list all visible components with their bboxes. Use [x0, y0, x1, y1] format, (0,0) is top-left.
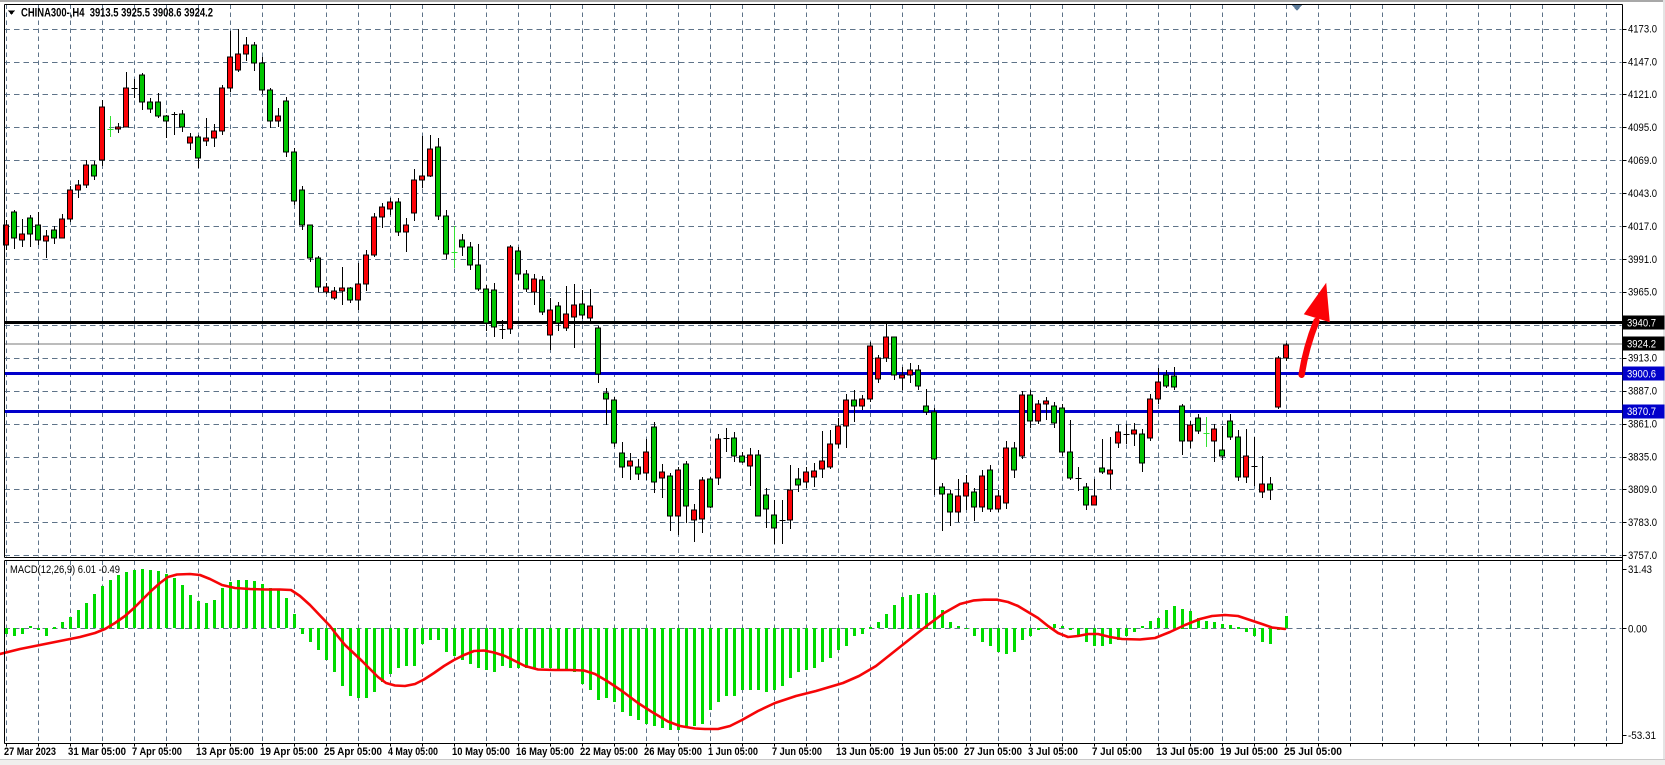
svg-text:25 Apr 05:00: 25 Apr 05:00: [324, 746, 382, 758]
svg-text:1 Jun 05:00: 1 Jun 05:00: [708, 746, 758, 758]
svg-text:3900.6: 3900.6: [1627, 368, 1656, 380]
svg-text:3783.0: 3783.0: [1628, 517, 1657, 529]
svg-text:31 Mar 05:00: 31 Mar 05:00: [68, 746, 126, 758]
svg-text:27 Mar 2023: 27 Mar 2023: [4, 746, 56, 758]
svg-text:4069.0: 4069.0: [1628, 155, 1657, 167]
svg-text:3887.0: 3887.0: [1628, 386, 1657, 398]
svg-text:4 May 05:00: 4 May 05:00: [388, 746, 438, 758]
svg-text:22 May 05:00: 22 May 05:00: [580, 746, 638, 758]
svg-text:4147.0: 4147.0: [1628, 56, 1657, 68]
svg-text:3757.0: 3757.0: [1628, 550, 1657, 562]
svg-text:3913.0: 3913.0: [1628, 353, 1657, 365]
svg-text:3835.0: 3835.0: [1628, 451, 1657, 463]
svg-text:27 Jun 05:00: 27 Jun 05:00: [964, 746, 1022, 758]
svg-text:7 Jul 05:00: 7 Jul 05:00: [1092, 746, 1142, 758]
svg-text:7 Jun 05:00: 7 Jun 05:00: [772, 746, 822, 758]
svg-text:25 Jul 05:00: 25 Jul 05:00: [1284, 746, 1342, 758]
svg-text:4121.0: 4121.0: [1628, 89, 1657, 101]
svg-text:4095.0: 4095.0: [1628, 122, 1657, 134]
svg-text:CHINA300-,H4 3913.5 3925.5 39: CHINA300-,H4 3913.5 3925.5 3908.6 3924.2: [21, 8, 213, 20]
svg-text:7 Apr 05:00: 7 Apr 05:00: [132, 746, 182, 758]
svg-text:13 Jun 05:00: 13 Jun 05:00: [836, 746, 894, 758]
svg-text:13 Apr 05:00: 13 Apr 05:00: [196, 746, 254, 758]
svg-text:13 Jul 05:00: 13 Jul 05:00: [1156, 746, 1214, 758]
svg-text:3861.0: 3861.0: [1628, 418, 1657, 430]
svg-text:-53.31: -53.31: [1628, 730, 1656, 742]
svg-text:4017.0: 4017.0: [1628, 221, 1657, 233]
svg-text:19 Jun 05:00: 19 Jun 05:00: [900, 746, 958, 758]
svg-text:19 Jul 05:00: 19 Jul 05:00: [1220, 746, 1278, 758]
svg-text:26 May 05:00: 26 May 05:00: [644, 746, 702, 758]
svg-text:19 Apr 05:00: 19 Apr 05:00: [260, 746, 318, 758]
svg-text:MACD(12,26,9) 6.01 -0.49: MACD(12,26,9) 6.01 -0.49: [10, 564, 120, 576]
svg-text:16 May 05:00: 16 May 05:00: [516, 746, 574, 758]
svg-text:3924.2: 3924.2: [1627, 338, 1656, 350]
svg-text:3 Jul 05:00: 3 Jul 05:00: [1028, 746, 1078, 758]
svg-text:3940.7: 3940.7: [1627, 318, 1656, 330]
svg-text:3965.0: 3965.0: [1628, 287, 1657, 299]
svg-text:0.00: 0.00: [1628, 623, 1647, 635]
svg-text:3991.0: 3991.0: [1628, 254, 1657, 266]
svg-text:3809.0: 3809.0: [1628, 484, 1657, 496]
svg-text:4043.0: 4043.0: [1628, 188, 1657, 200]
svg-text:10 May 05:00: 10 May 05:00: [452, 746, 510, 758]
svg-text:4173.0: 4173.0: [1628, 23, 1657, 35]
svg-text:3870.7: 3870.7: [1627, 406, 1656, 418]
svg-text:31.43: 31.43: [1628, 564, 1652, 576]
